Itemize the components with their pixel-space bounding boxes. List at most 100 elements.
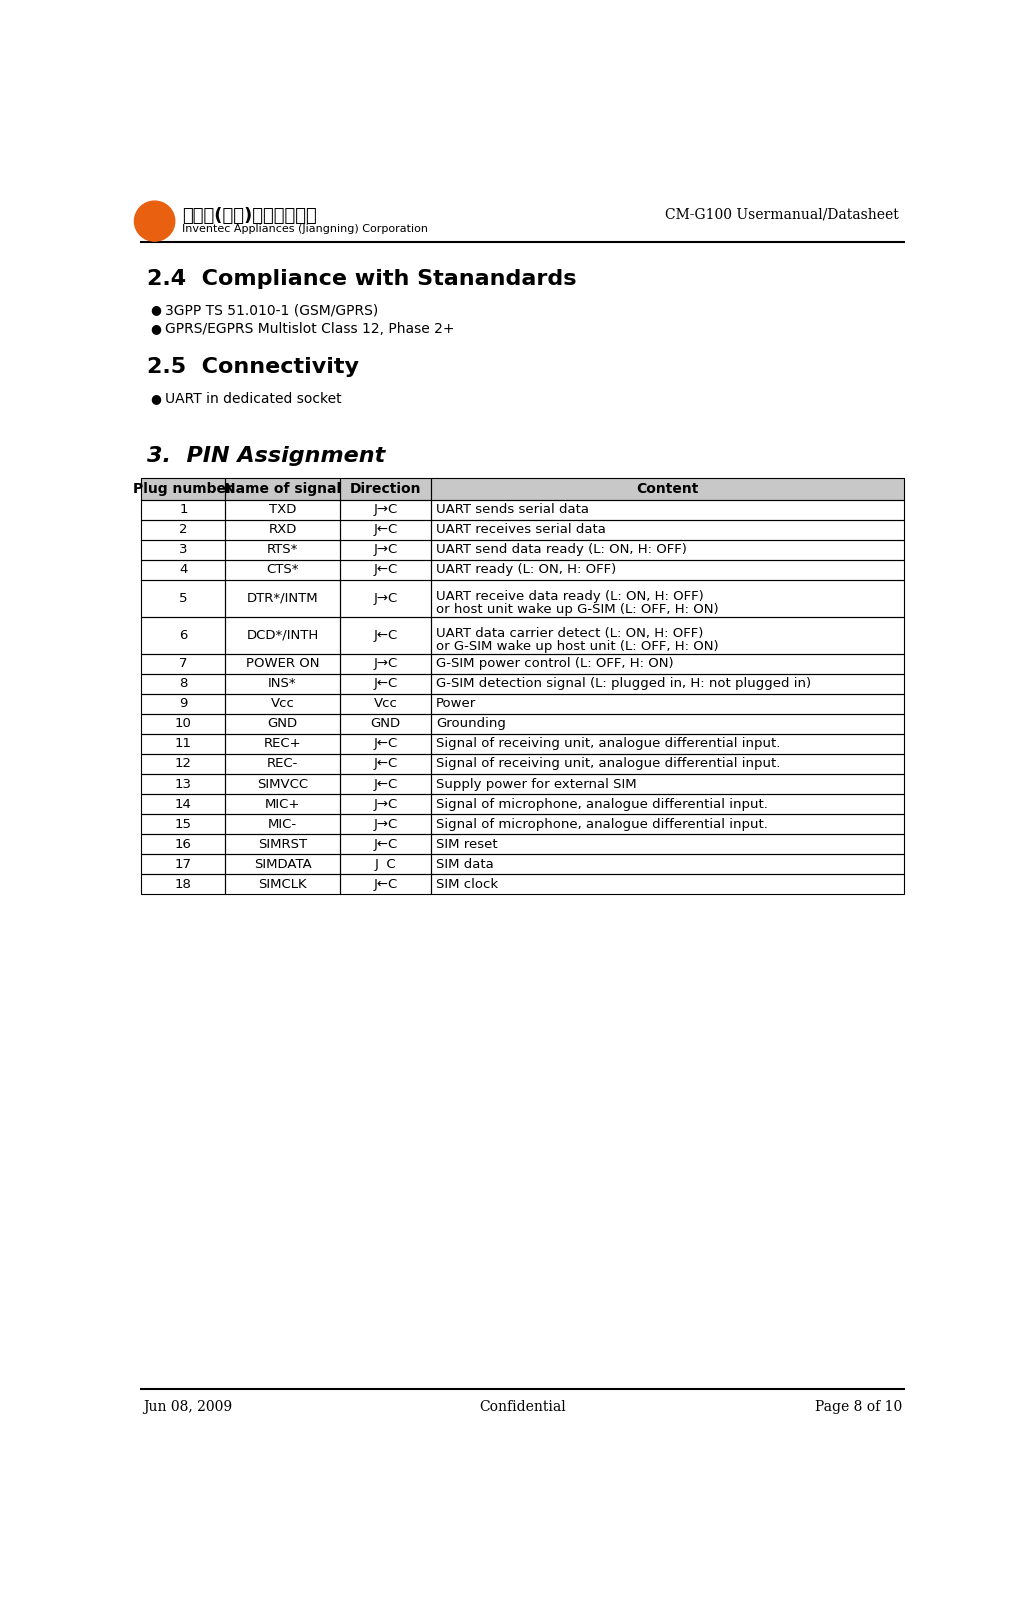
Bar bbox=[339, 654, 431, 673]
Bar bbox=[339, 520, 431, 540]
Text: UART send data ready (L: ON, H: OFF): UART send data ready (L: ON, H: OFF) bbox=[435, 544, 686, 556]
Bar bbox=[339, 560, 431, 580]
Bar bbox=[225, 654, 339, 673]
Bar bbox=[339, 500, 431, 520]
Bar bbox=[339, 875, 431, 894]
Bar bbox=[431, 814, 903, 835]
Bar bbox=[225, 835, 339, 854]
Text: RXD: RXD bbox=[268, 523, 297, 536]
Text: J→C: J→C bbox=[373, 817, 397, 830]
Bar bbox=[339, 814, 431, 835]
Bar bbox=[339, 673, 431, 694]
Bar bbox=[339, 580, 431, 617]
Bar bbox=[225, 673, 339, 694]
Bar bbox=[142, 854, 225, 875]
Bar bbox=[431, 875, 903, 894]
Text: or host unit wake up G-SIM (L: OFF, H: ON): or host unit wake up G-SIM (L: OFF, H: O… bbox=[435, 603, 717, 616]
Bar bbox=[431, 694, 903, 713]
Bar bbox=[431, 854, 903, 875]
Text: ●: ● bbox=[151, 321, 161, 336]
Text: J←C: J←C bbox=[373, 878, 397, 891]
Text: UART receive data ready (L: ON, H: OFF): UART receive data ready (L: ON, H: OFF) bbox=[435, 590, 703, 603]
Bar bbox=[142, 755, 225, 774]
Bar bbox=[142, 694, 225, 713]
Bar bbox=[225, 854, 339, 875]
Circle shape bbox=[135, 201, 174, 241]
Bar bbox=[225, 580, 339, 617]
Bar bbox=[225, 617, 339, 654]
Text: Grounding: Grounding bbox=[435, 718, 505, 731]
Bar bbox=[142, 835, 225, 854]
Bar bbox=[142, 673, 225, 694]
Text: Page 8 of 10: Page 8 of 10 bbox=[814, 1401, 902, 1414]
Bar bbox=[431, 673, 903, 694]
Text: 7: 7 bbox=[179, 657, 187, 670]
Bar bbox=[142, 580, 225, 617]
Bar bbox=[142, 617, 225, 654]
Bar bbox=[339, 795, 431, 814]
Text: SIM data: SIM data bbox=[435, 857, 493, 870]
Bar bbox=[339, 755, 431, 774]
Text: REC-: REC- bbox=[267, 758, 298, 771]
Text: 9: 9 bbox=[179, 697, 187, 710]
Text: J→C: J→C bbox=[373, 657, 397, 670]
Bar bbox=[225, 795, 339, 814]
Bar bbox=[142, 875, 225, 894]
Text: 1: 1 bbox=[179, 504, 187, 516]
Bar bbox=[431, 560, 903, 580]
Bar bbox=[339, 795, 431, 814]
Bar bbox=[142, 713, 225, 734]
Text: SIMRST: SIMRST bbox=[258, 838, 307, 851]
Bar bbox=[142, 520, 225, 540]
Text: J←C: J←C bbox=[373, 563, 397, 577]
Text: DCD*/INTH: DCD*/INTH bbox=[247, 628, 318, 641]
Bar bbox=[225, 673, 339, 694]
Text: POWER ON: POWER ON bbox=[246, 657, 319, 670]
Text: INS*: INS* bbox=[268, 678, 297, 691]
Bar bbox=[225, 520, 339, 540]
Bar bbox=[142, 478, 225, 500]
Text: TXD: TXD bbox=[269, 504, 296, 516]
Bar bbox=[142, 500, 225, 520]
Text: G-SIM power control (L: OFF, H: ON): G-SIM power control (L: OFF, H: ON) bbox=[435, 657, 673, 670]
Bar bbox=[339, 520, 431, 540]
Bar bbox=[431, 774, 903, 795]
Bar bbox=[225, 694, 339, 713]
Text: J→C: J→C bbox=[373, 592, 397, 604]
Text: 17: 17 bbox=[174, 857, 192, 870]
Bar bbox=[431, 673, 903, 694]
Bar bbox=[431, 713, 903, 734]
Bar bbox=[339, 755, 431, 774]
Bar bbox=[225, 814, 339, 835]
Bar bbox=[339, 580, 431, 617]
Bar bbox=[339, 835, 431, 854]
Bar bbox=[142, 654, 225, 673]
Text: SIMCLK: SIMCLK bbox=[258, 878, 307, 891]
Bar bbox=[339, 617, 431, 654]
Text: GND: GND bbox=[370, 718, 400, 731]
Bar bbox=[225, 617, 339, 654]
Bar bbox=[142, 654, 225, 673]
Bar bbox=[431, 713, 903, 734]
Bar bbox=[339, 560, 431, 580]
Text: 6: 6 bbox=[179, 628, 187, 641]
Text: UART sends serial data: UART sends serial data bbox=[435, 504, 588, 516]
Text: 3.  PIN Assignment: 3. PIN Assignment bbox=[147, 446, 385, 465]
Bar bbox=[431, 814, 903, 835]
Bar bbox=[431, 520, 903, 540]
Text: Plug number: Plug number bbox=[133, 483, 233, 496]
Bar bbox=[339, 540, 431, 560]
Bar bbox=[225, 774, 339, 795]
Bar bbox=[339, 774, 431, 795]
Text: 14: 14 bbox=[175, 798, 192, 811]
Text: 4: 4 bbox=[179, 563, 187, 577]
Bar bbox=[431, 478, 903, 500]
Bar bbox=[225, 795, 339, 814]
Bar bbox=[431, 835, 903, 854]
Bar bbox=[225, 540, 339, 560]
Bar bbox=[339, 854, 431, 875]
Bar bbox=[142, 734, 225, 755]
Bar bbox=[225, 478, 339, 500]
Bar bbox=[142, 795, 225, 814]
Bar bbox=[339, 854, 431, 875]
